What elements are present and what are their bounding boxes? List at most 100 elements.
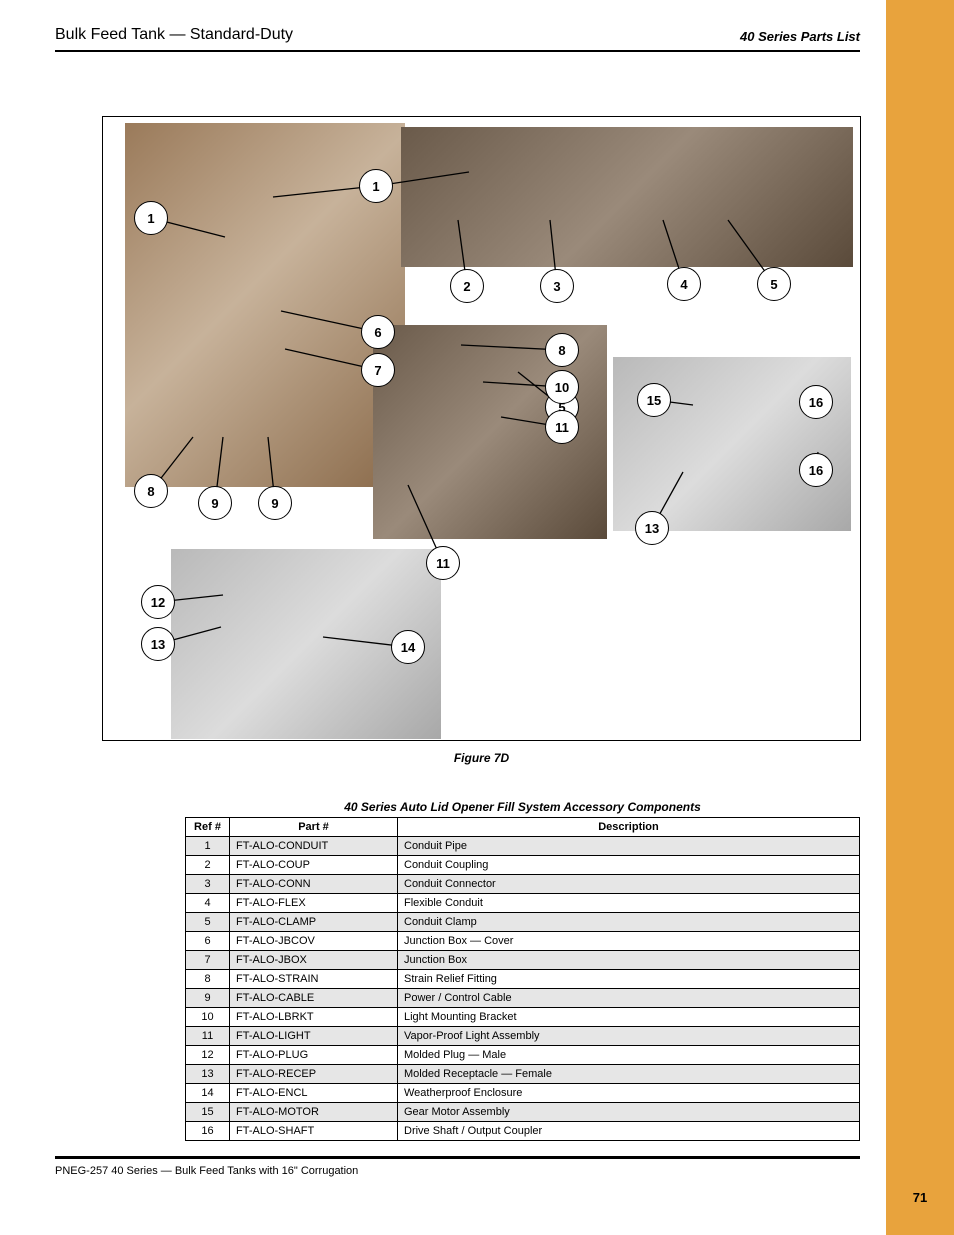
- figure-caption: Figure 7D: [102, 751, 861, 765]
- cell-ref: 6: [186, 932, 230, 951]
- callout-12: 12: [141, 585, 175, 619]
- cell-ref: 4: [186, 894, 230, 913]
- callout-3: 3: [540, 269, 574, 303]
- cell-pn: FT-ALO-ENCL: [230, 1084, 398, 1103]
- table-row: 16FT-ALO-SHAFTDrive Shaft / Output Coupl…: [186, 1122, 860, 1141]
- cell-pn: FT-ALO-LBRKT: [230, 1008, 398, 1027]
- parts-table: Ref # Part # Description 1FT-ALO-CONDUIT…: [185, 817, 860, 1141]
- cell-desc: Junction Box: [398, 951, 860, 970]
- figure-box: 112345567889910111112131314151616: [102, 116, 861, 741]
- callout-6: 6: [361, 315, 395, 349]
- callout-11: 11: [426, 546, 460, 580]
- table-row: 7FT-ALO-JBOXJunction Box: [186, 951, 860, 970]
- cell-pn: FT-ALO-PLUG: [230, 1046, 398, 1065]
- cell-pn: FT-ALO-CLAMP: [230, 913, 398, 932]
- cell-ref: 15: [186, 1103, 230, 1122]
- sidebar-accent: 71: [886, 0, 954, 1235]
- cell-desc: Vapor-Proof Light Assembly: [398, 1027, 860, 1046]
- table-row: 14FT-ALO-ENCLWeatherproof Enclosure: [186, 1084, 860, 1103]
- cell-ref: 5: [186, 913, 230, 932]
- table-title: 40 Series Auto Lid Opener Fill System Ac…: [185, 800, 860, 814]
- cell-pn: FT-ALO-MOTOR: [230, 1103, 398, 1122]
- cell-desc: Conduit Pipe: [398, 837, 860, 856]
- table-row: 13FT-ALO-RECEPMolded Receptacle — Female: [186, 1065, 860, 1084]
- cell-ref: 9: [186, 989, 230, 1008]
- page-number: 71: [886, 1190, 954, 1205]
- figure-photo: [401, 127, 853, 267]
- callout-16: 16: [799, 385, 833, 419]
- footer-rule: [55, 1156, 860, 1159]
- cell-desc: Light Mounting Bracket: [398, 1008, 860, 1027]
- cell-ref: 12: [186, 1046, 230, 1065]
- cell-ref: 8: [186, 970, 230, 989]
- col-pn: Part #: [230, 818, 398, 837]
- cell-ref: 2: [186, 856, 230, 875]
- table-row: 12FT-ALO-PLUGMolded Plug — Male: [186, 1046, 860, 1065]
- cell-desc: Weatherproof Enclosure: [398, 1084, 860, 1103]
- callout-8: 8: [134, 474, 168, 508]
- cell-pn: FT-ALO-CONDUIT: [230, 837, 398, 856]
- footer-text: PNEG-257 40 Series — Bulk Feed Tanks wit…: [55, 1165, 860, 1177]
- cell-pn: FT-ALO-JBCOV: [230, 932, 398, 951]
- cell-desc: Junction Box — Cover: [398, 932, 860, 951]
- cell-ref: 16: [186, 1122, 230, 1141]
- table-row: 11FT-ALO-LIGHTVapor-Proof Light Assembly: [186, 1027, 860, 1046]
- callout-15: 15: [637, 383, 671, 417]
- cell-ref: 10: [186, 1008, 230, 1027]
- cell-desc: Gear Motor Assembly: [398, 1103, 860, 1122]
- cell-pn: FT-ALO-CABLE: [230, 989, 398, 1008]
- cell-pn: FT-ALO-LIGHT: [230, 1027, 398, 1046]
- callout-11: 11: [545, 410, 579, 444]
- cell-pn: FT-ALO-FLEX: [230, 894, 398, 913]
- table-row: 15FT-ALO-MOTORGear Motor Assembly: [186, 1103, 860, 1122]
- cell-pn: FT-ALO-RECEP: [230, 1065, 398, 1084]
- cell-desc: Conduit Clamp: [398, 913, 860, 932]
- cell-pn: FT-ALO-COUP: [230, 856, 398, 875]
- table-row: 5FT-ALO-CLAMPConduit Clamp: [186, 913, 860, 932]
- cell-desc: Drive Shaft / Output Coupler: [398, 1122, 860, 1141]
- table-header-row: Ref # Part # Description: [186, 818, 860, 837]
- callout-5: 5: [757, 267, 791, 301]
- callout-9: 9: [258, 486, 292, 520]
- cell-ref: 1: [186, 837, 230, 856]
- callout-8: 8: [545, 333, 579, 367]
- table-row: 9FT-ALO-CABLEPower / Control Cable: [186, 989, 860, 1008]
- cell-desc: Conduit Coupling: [398, 856, 860, 875]
- table-row: 4FT-ALO-FLEXFlexible Conduit: [186, 894, 860, 913]
- table-row: 8FT-ALO-STRAINStrain Relief Fitting: [186, 970, 860, 989]
- callout-9: 9: [198, 486, 232, 520]
- cell-pn: FT-ALO-SHAFT: [230, 1122, 398, 1141]
- cell-desc: Conduit Connector: [398, 875, 860, 894]
- cell-pn: FT-ALO-JBOX: [230, 951, 398, 970]
- callout-1: 1: [134, 201, 168, 235]
- callout-13: 13: [141, 627, 175, 661]
- header-title: Bulk Feed Tank — Standard-Duty: [55, 26, 293, 44]
- callout-14: 14: [391, 630, 425, 664]
- cell-desc: Flexible Conduit: [398, 894, 860, 913]
- callout-10: 10: [545, 370, 579, 404]
- col-ref: Ref #: [186, 818, 230, 837]
- cell-desc: Power / Control Cable: [398, 989, 860, 1008]
- callout-1: 1: [359, 169, 393, 203]
- table-row: 10FT-ALO-LBRKTLight Mounting Bracket: [186, 1008, 860, 1027]
- cell-ref: 11: [186, 1027, 230, 1046]
- cell-ref: 7: [186, 951, 230, 970]
- cell-desc: Molded Plug — Male: [398, 1046, 860, 1065]
- callout-13: 13: [635, 511, 669, 545]
- table-row: 1FT-ALO-CONDUITConduit Pipe: [186, 837, 860, 856]
- cell-ref: 14: [186, 1084, 230, 1103]
- cell-ref: 13: [186, 1065, 230, 1084]
- callout-7: 7: [361, 353, 395, 387]
- cell-pn: FT-ALO-STRAIN: [230, 970, 398, 989]
- table-row: 3FT-ALO-CONNConduit Connector: [186, 875, 860, 894]
- callout-16: 16: [799, 453, 833, 487]
- callout-4: 4: [667, 267, 701, 301]
- col-desc: Description: [398, 818, 860, 837]
- cell-desc: Strain Relief Fitting: [398, 970, 860, 989]
- cell-pn: FT-ALO-CONN: [230, 875, 398, 894]
- table-row: 6FT-ALO-JBCOVJunction Box — Cover: [186, 932, 860, 951]
- table-row: 2FT-ALO-COUPConduit Coupling: [186, 856, 860, 875]
- parts-table-wrap: 40 Series Auto Lid Opener Fill System Ac…: [185, 800, 860, 1141]
- cell-ref: 3: [186, 875, 230, 894]
- page-header: Bulk Feed Tank — Standard-Duty 40 Series…: [55, 26, 860, 52]
